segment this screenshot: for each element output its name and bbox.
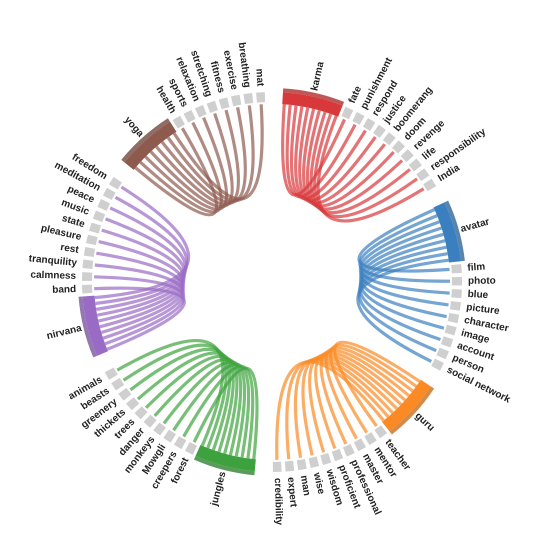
chord xyxy=(94,185,191,300)
word-label: film xyxy=(467,261,486,273)
word-arc xyxy=(163,429,176,443)
chords xyxy=(94,104,451,460)
word-label: blue xyxy=(467,289,489,301)
word-arc xyxy=(400,149,414,163)
hub-label: avatar xyxy=(459,216,490,235)
word-arc xyxy=(362,118,376,131)
chord xyxy=(356,258,449,363)
hub-rim xyxy=(444,200,465,262)
word-arc xyxy=(153,422,166,436)
word-arc xyxy=(342,444,355,457)
hub-arc xyxy=(282,92,343,117)
word-arc xyxy=(82,259,94,269)
hub-label: nirvana xyxy=(46,323,84,342)
hub-arc xyxy=(195,444,256,472)
word-arc xyxy=(444,324,457,336)
word-arc xyxy=(416,168,430,182)
word-arc xyxy=(83,246,96,257)
word-label: mat xyxy=(253,68,265,87)
word-arc xyxy=(183,109,196,123)
word-arc xyxy=(451,289,462,299)
word-arc xyxy=(173,436,187,450)
word-arc xyxy=(408,158,422,172)
word-arc xyxy=(352,112,365,125)
word-label: man xyxy=(298,475,312,497)
word-arc xyxy=(374,425,388,439)
hub-arc xyxy=(382,379,431,432)
word-arc xyxy=(364,432,377,446)
word-arc xyxy=(134,406,148,420)
word-arc xyxy=(272,461,282,472)
word-arc xyxy=(284,460,295,472)
word-arc xyxy=(172,115,185,129)
word-arc xyxy=(440,336,454,348)
word-arc xyxy=(392,140,406,154)
word-arc xyxy=(82,284,93,294)
hub-arc xyxy=(124,121,177,170)
word-label: credibility xyxy=(272,478,284,526)
hub-rim xyxy=(121,118,171,163)
chord xyxy=(316,115,425,223)
word-arc xyxy=(320,453,332,466)
hub-rim xyxy=(78,296,97,358)
hub-label: jungles xyxy=(209,470,229,508)
word-arc xyxy=(449,301,461,311)
word-arc xyxy=(341,106,354,120)
word-arc xyxy=(102,187,116,200)
word-label: wise xyxy=(311,471,327,496)
word-arc xyxy=(451,276,463,286)
word-arc xyxy=(126,397,140,411)
hub-label: guru xyxy=(413,411,437,434)
word-label: tranquility xyxy=(28,253,78,269)
word-arc xyxy=(423,178,437,192)
word-arc xyxy=(382,132,396,146)
hub-arc xyxy=(433,202,461,263)
word-arc xyxy=(86,234,98,246)
word-arc xyxy=(104,367,118,380)
word-label: rest xyxy=(60,242,81,256)
word-arc xyxy=(353,438,366,452)
hub-label: yoga xyxy=(122,115,146,140)
hub-arc xyxy=(82,295,109,356)
word-arc xyxy=(89,222,102,234)
word-arc xyxy=(436,347,449,360)
hub-label: karma xyxy=(309,60,326,92)
word-label: picture xyxy=(466,302,501,317)
word-arc xyxy=(218,97,230,110)
word-arc xyxy=(308,456,320,469)
chord xyxy=(116,339,225,447)
word-arc xyxy=(97,198,111,211)
word-arc xyxy=(109,177,122,190)
word-arc xyxy=(256,92,266,103)
word-arc xyxy=(231,94,242,107)
word-arc xyxy=(194,104,207,118)
word-arc xyxy=(243,93,254,105)
word-arc xyxy=(331,448,344,462)
word-arc xyxy=(431,358,444,371)
word-arc xyxy=(185,442,198,455)
word-arc xyxy=(373,124,386,138)
chord xyxy=(172,104,264,201)
word-label: photo xyxy=(468,276,496,287)
hub-rim xyxy=(282,88,345,106)
word-arc xyxy=(92,210,106,223)
word-arc xyxy=(206,100,218,113)
chord xyxy=(275,360,385,460)
word-arc xyxy=(451,264,462,274)
word-label: calmness xyxy=(30,270,76,282)
word-arc xyxy=(447,312,460,324)
word-label: band xyxy=(52,284,76,296)
word-arc xyxy=(296,458,307,471)
hub-rim xyxy=(389,386,435,435)
word-arc xyxy=(111,377,125,391)
hub-rim xyxy=(193,455,255,476)
word-arc xyxy=(143,414,157,428)
word-arc xyxy=(118,387,132,401)
word-label: expert xyxy=(285,477,299,509)
word-arc xyxy=(82,272,93,281)
